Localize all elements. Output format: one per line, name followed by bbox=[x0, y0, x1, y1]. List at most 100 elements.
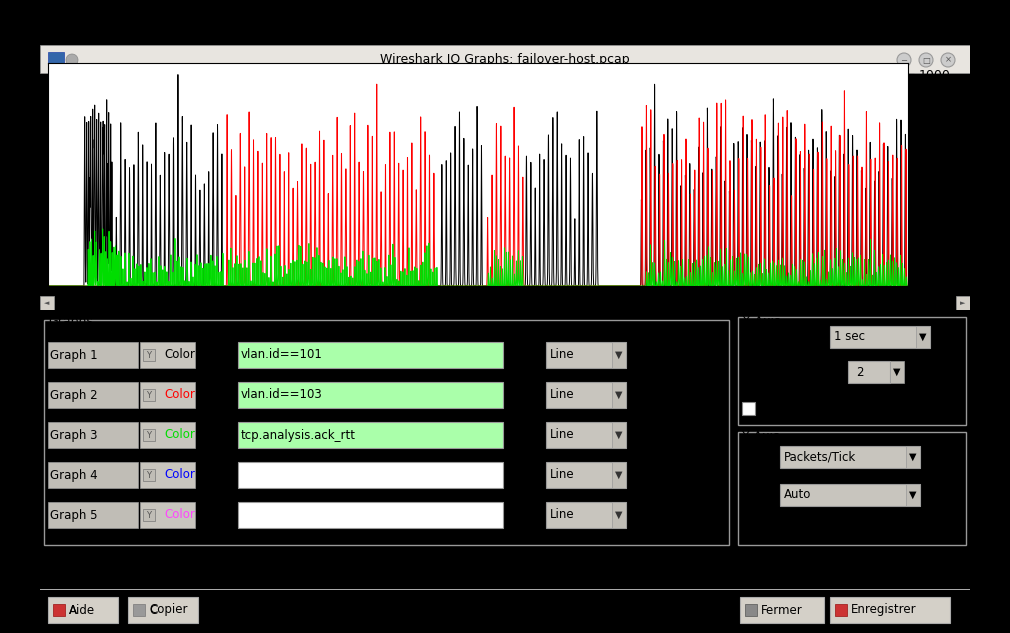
Text: ▼: ▼ bbox=[615, 430, 623, 440]
Text: Pixels per tick:: Pixels per tick: bbox=[742, 363, 828, 377]
Bar bbox=[48, 597, 118, 623]
Bar bbox=[745, 604, 758, 616]
Text: Tick interval:: Tick interval: bbox=[742, 329, 819, 341]
Text: tcp.analysis.ack_rtt: tcp.analysis.ack_rtt bbox=[241, 429, 356, 441]
Bar bbox=[906, 446, 920, 468]
Text: Graph 3: Graph 3 bbox=[50, 429, 98, 441]
Bar bbox=[143, 389, 155, 401]
Text: vlan.id==103: vlan.id==103 bbox=[241, 389, 323, 401]
Bar bbox=[48, 422, 138, 448]
Text: Auto: Auto bbox=[784, 489, 811, 501]
Bar bbox=[140, 342, 195, 368]
Text: Scale:: Scale: bbox=[742, 487, 778, 499]
Text: Style:: Style: bbox=[512, 429, 545, 441]
Text: Color: Color bbox=[164, 508, 195, 522]
Text: Style:: Style: bbox=[512, 389, 545, 401]
Bar bbox=[830, 326, 930, 348]
Bar bbox=[238, 342, 503, 368]
Bar bbox=[835, 604, 847, 616]
Bar bbox=[48, 382, 138, 408]
Text: ▼: ▼ bbox=[615, 510, 623, 520]
Bar bbox=[890, 361, 904, 383]
Text: 1 sec: 1 sec bbox=[834, 330, 865, 344]
Text: Y: Y bbox=[146, 510, 152, 520]
Text: ▼: ▼ bbox=[615, 390, 623, 400]
Text: □: □ bbox=[922, 56, 930, 65]
Circle shape bbox=[66, 54, 78, 66]
Bar bbox=[612, 382, 626, 408]
Text: Y: Y bbox=[146, 470, 152, 480]
Text: Color: Color bbox=[164, 389, 195, 401]
Text: Line: Line bbox=[550, 429, 575, 441]
Text: Y: Y bbox=[146, 391, 152, 399]
Text: Copier: Copier bbox=[149, 603, 188, 617]
Text: ▼: ▼ bbox=[919, 332, 927, 342]
Text: ▼: ▼ bbox=[893, 367, 901, 377]
Text: Y: Y bbox=[146, 351, 152, 360]
Text: Line: Line bbox=[550, 389, 575, 401]
Text: Line: Line bbox=[550, 508, 575, 522]
Text: C: C bbox=[149, 603, 158, 617]
Text: Graph 2: Graph 2 bbox=[50, 389, 98, 401]
Bar bbox=[546, 502, 626, 528]
Text: View as time of day: View as time of day bbox=[758, 401, 875, 415]
Bar bbox=[140, 422, 195, 448]
Bar bbox=[48, 342, 138, 368]
Bar bbox=[780, 446, 920, 468]
Bar bbox=[546, 342, 626, 368]
Bar bbox=[44, 320, 729, 545]
Text: ─: ─ bbox=[902, 56, 907, 65]
Bar bbox=[612, 462, 626, 488]
Text: Fermer: Fermer bbox=[761, 603, 803, 617]
Bar bbox=[143, 429, 155, 441]
Bar bbox=[128, 597, 198, 623]
Text: Style:: Style: bbox=[512, 508, 545, 522]
Bar bbox=[738, 317, 966, 425]
Bar bbox=[830, 597, 950, 623]
Bar bbox=[143, 469, 155, 481]
Bar bbox=[140, 382, 195, 408]
Bar bbox=[956, 296, 970, 310]
Bar bbox=[546, 462, 626, 488]
Bar bbox=[612, 502, 626, 528]
Bar bbox=[133, 604, 145, 616]
Text: A: A bbox=[69, 603, 77, 617]
Bar bbox=[40, 589, 970, 590]
Text: Filter:: Filter: bbox=[200, 349, 233, 361]
Text: ▼: ▼ bbox=[615, 350, 623, 360]
Text: Graph 1: Graph 1 bbox=[50, 349, 98, 361]
Bar bbox=[143, 509, 155, 521]
Bar bbox=[140, 462, 195, 488]
Text: ▼: ▼ bbox=[909, 452, 917, 462]
Bar bbox=[143, 349, 155, 361]
Text: Filter:: Filter: bbox=[200, 389, 233, 401]
Bar bbox=[238, 502, 503, 528]
Text: Style:: Style: bbox=[512, 468, 545, 482]
Text: Graph 4: Graph 4 bbox=[50, 468, 98, 482]
Circle shape bbox=[941, 53, 955, 67]
Text: Wireshark IO Graphs: failover-host.pcap: Wireshark IO Graphs: failover-host.pcap bbox=[380, 54, 630, 66]
Bar bbox=[916, 326, 930, 348]
Text: ▼: ▼ bbox=[615, 470, 623, 480]
Text: ◄: ◄ bbox=[44, 300, 49, 306]
Text: ×: × bbox=[944, 56, 951, 65]
Text: vlan.id==101: vlan.id==101 bbox=[241, 349, 323, 361]
Text: Enregistrer: Enregistrer bbox=[851, 603, 917, 617]
Bar bbox=[780, 484, 920, 506]
Bar bbox=[140, 502, 195, 528]
Bar bbox=[48, 502, 138, 528]
Text: Unit:: Unit: bbox=[742, 449, 771, 461]
Text: Line: Line bbox=[550, 349, 575, 361]
Text: 2: 2 bbox=[856, 365, 864, 379]
Bar bbox=[848, 361, 890, 383]
Bar bbox=[546, 422, 626, 448]
Bar bbox=[48, 462, 138, 488]
Text: ▼: ▼ bbox=[909, 490, 917, 500]
Bar bbox=[742, 402, 755, 415]
Text: Filter:: Filter: bbox=[200, 429, 233, 441]
Bar bbox=[906, 484, 920, 506]
Text: Y Axis: Y Axis bbox=[742, 430, 780, 443]
Text: Aide: Aide bbox=[69, 603, 95, 617]
Bar bbox=[546, 382, 626, 408]
Bar bbox=[48, 52, 64, 68]
